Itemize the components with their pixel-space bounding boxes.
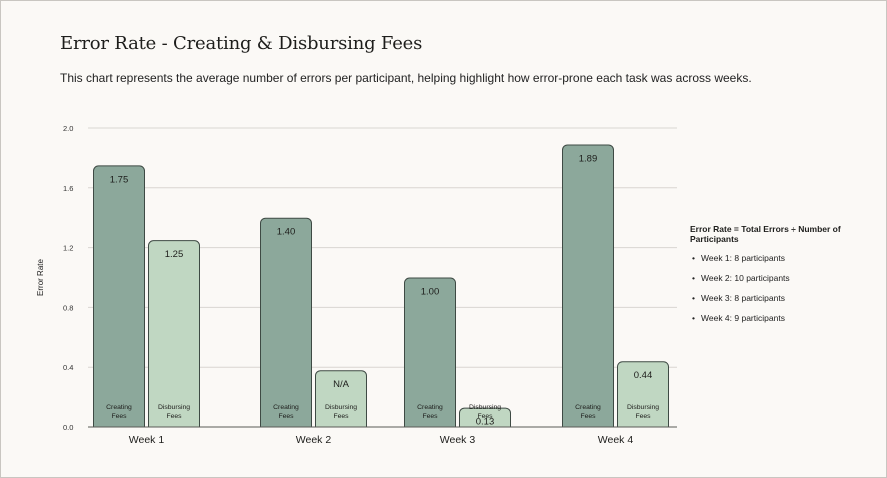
note-heading: Error Rate = Total Errors ÷ Number of Pa…	[690, 224, 841, 244]
bar-value-label: 0.13	[476, 417, 495, 428]
bar-series-label: Fees	[422, 413, 438, 420]
bar-creating-week-4	[562, 144, 614, 434]
error-rate-note: Error Rate = Total Errors ÷ Number of Pa…	[690, 224, 880, 333]
bar-value-label: 1.40	[277, 227, 296, 238]
baseline-cover	[88, 427, 677, 435]
participant-item-week-3: Week 3: 8 participants	[690, 293, 880, 303]
bar-value-label: 0.44	[634, 370, 653, 381]
bar-value-label: N/A	[333, 379, 350, 390]
bar-series-label: Creating	[417, 404, 443, 411]
bar-value-label: 1.25	[165, 249, 184, 260]
bar-series-label: Creating	[273, 404, 299, 411]
bar-series-label: Fees	[333, 413, 349, 420]
bar-series-label: Creating	[575, 404, 601, 411]
bar-value-label: 1.00	[421, 287, 440, 298]
participant-item-week-4: Week 4: 9 participants	[690, 313, 880, 323]
y-tick-label: 0.4	[63, 363, 73, 372]
bar-creating-week-1	[93, 165, 145, 434]
bar-series-label: Fees	[111, 413, 127, 420]
bar-series-label: Fees	[635, 413, 651, 420]
bar-series-label: Disbursing	[627, 404, 659, 411]
x-category-label: Week 2	[296, 434, 332, 446]
bar-series-label: Fees	[166, 413, 182, 420]
x-category-label: Week 4	[598, 434, 634, 446]
y-tick-label: 0.8	[63, 303, 73, 312]
x-category-label: Week 3	[440, 434, 476, 446]
y-tick-label: 1.2	[63, 244, 73, 253]
bar-series-label: Creating	[106, 404, 132, 411]
bar-series-label: Disbursing	[325, 404, 357, 411]
bar-series-label: Disbursing	[469, 404, 501, 411]
bar-value-label: 1.89	[579, 153, 598, 164]
y-tick-label: 0.0	[63, 423, 73, 432]
bar-series-label: Fees	[278, 413, 294, 420]
bar-series-label: Disbursing	[158, 404, 190, 411]
participant-item-week-2: Week 2: 10 participants	[690, 273, 880, 283]
bar-value-label: 1.75	[110, 174, 129, 185]
bar-series-label: Fees	[580, 413, 596, 420]
bar-series-label: Fees	[477, 413, 493, 420]
chart-subtitle: This chart represents the average number…	[60, 71, 752, 85]
chart-title: Error Rate - Creating & Disbursing Fees	[60, 33, 423, 54]
y-tick-label: 2.0	[63, 124, 73, 133]
participant-list: Week 1: 8 participants Week 2: 10 partic…	[690, 253, 880, 323]
participant-item-week-1: Week 1: 8 participants	[690, 253, 880, 263]
y-tick-label: 1.6	[63, 184, 73, 193]
bar-creating-week-2	[260, 217, 312, 434]
x-category-label: Week 1	[129, 434, 165, 446]
y-axis-label: Error Rate	[36, 259, 45, 296]
